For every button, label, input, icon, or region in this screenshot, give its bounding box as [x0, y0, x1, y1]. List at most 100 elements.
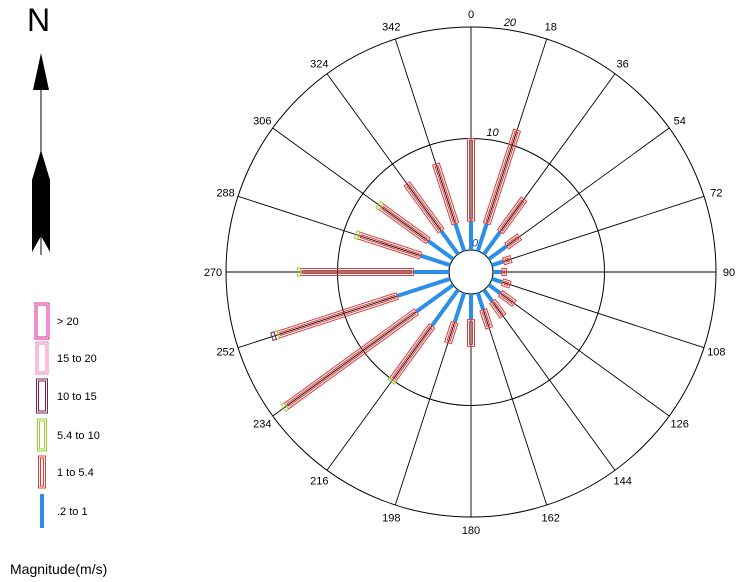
petal-270 [296, 267, 449, 277]
legend-swatch [34, 302, 50, 340]
direction-label: 18 [545, 22, 557, 34]
legend-label: 15 to 20 [57, 353, 97, 365]
direction-label: 54 [674, 115, 686, 127]
petal-segment-inner [286, 311, 417, 407]
spoke-line [272, 127, 454, 260]
spoke-line [394, 38, 465, 252]
petal-segment-inner [499, 199, 525, 232]
petal-segment-inner [491, 301, 504, 316]
petal-segment-inner [481, 310, 491, 328]
petal-segment-inner [469, 321, 473, 345]
direction-label: 306 [253, 115, 271, 127]
legend-swatch-inner [37, 343, 47, 373]
spoke-line [237, 195, 451, 266]
legend-swatch [36, 378, 48, 414]
ring-label: 10 [486, 127, 499, 139]
petal-108 [491, 276, 512, 289]
petal-segment [491, 276, 504, 285]
petal-segment [504, 233, 523, 250]
petal-segment [501, 255, 513, 266]
legend-swatch [37, 418, 47, 452]
petal-segment [375, 200, 385, 211]
petal-54 [487, 233, 523, 261]
petal-segment-inner [302, 270, 412, 274]
legend-label: 1 to 5.4 [57, 467, 94, 479]
spoke-line [326, 73, 459, 255]
petal-segment-inner [359, 234, 420, 257]
petal-segment [431, 162, 460, 226]
petal-144 [482, 288, 507, 319]
petal-72 [491, 255, 513, 268]
ring-label: 0 [472, 237, 479, 249]
petal-segment-inner [406, 183, 442, 231]
direction-label: 108 [707, 347, 725, 359]
petal-segment [426, 239, 455, 261]
petal-segment [396, 276, 451, 298]
petal-segment [430, 288, 460, 328]
petal-segment [500, 278, 512, 289]
polar-grid [225, 26, 717, 518]
petal-0 [467, 138, 475, 250]
petal-segment [469, 221, 473, 250]
petal-segment [467, 138, 475, 222]
petal-342 [431, 162, 467, 252]
direction-label: 342 [382, 22, 400, 34]
petal-layer [270, 128, 528, 413]
legend-swatch [40, 494, 44, 528]
ring-label: 20 [503, 17, 517, 29]
spoke-line [483, 73, 616, 255]
petal-segment [497, 289, 517, 307]
legend-title: Magnitude(m/s) [10, 561, 108, 577]
petal-segment-inner [500, 292, 515, 305]
legend: > 20 15 to 20 10 to 15 5.4 to 10 1 to 5.4 .2 … [34, 302, 100, 528]
petal-90 [493, 268, 507, 276]
petal-18 [475, 128, 522, 252]
petal-segment-inner [506, 236, 520, 247]
direction-label: 288 [216, 187, 234, 199]
petal-segment-inner [279, 294, 397, 337]
petal-segment [491, 259, 505, 268]
petal-segment-inner [504, 257, 511, 263]
petal-segment [467, 319, 475, 347]
petal-segment-inner [381, 205, 428, 242]
petal-segment [475, 292, 486, 311]
direction-label: 180 [462, 525, 480, 537]
petal-segment [439, 229, 460, 256]
petal-segment [296, 267, 302, 277]
petal-198 [444, 292, 467, 345]
petal-segment [475, 222, 489, 252]
petal-segment [479, 308, 494, 330]
spoke-line [477, 38, 548, 252]
spoke-line [488, 127, 670, 260]
petal-segment [501, 268, 507, 276]
direction-label: 126 [671, 419, 689, 431]
direction-label: 252 [216, 347, 234, 359]
petal-segment [496, 196, 528, 235]
petal-segment [387, 376, 397, 385]
legend-swatch [35, 341, 49, 375]
north-arrow-icon [32, 53, 50, 255]
direction-label: 234 [253, 419, 271, 431]
legend-swatch-inner [36, 304, 48, 338]
petal-segment [482, 230, 502, 256]
petal-306 [375, 200, 455, 261]
petal-segment [488, 298, 507, 319]
legend-swatch-inner [38, 380, 46, 412]
legend-swatch-inner [39, 420, 45, 450]
petal-324 [403, 181, 460, 256]
legend-label: > 20 [57, 316, 79, 328]
direction-label: 0 [468, 9, 474, 21]
petal-segment-inner [446, 323, 456, 342]
direction-label: 324 [310, 58, 328, 70]
petal-segment-inner [434, 164, 457, 223]
petal-segment [487, 283, 502, 296]
petal-segment [493, 270, 502, 274]
spoke-line [491, 195, 705, 266]
petal-segment [415, 283, 455, 314]
petal-segment [270, 331, 277, 342]
spoke-line [491, 278, 705, 349]
direction-label: 270 [204, 267, 222, 279]
direction-label: 90 [723, 267, 735, 279]
direction-label: 36 [617, 58, 629, 70]
petal-segment-inner [503, 280, 510, 287]
